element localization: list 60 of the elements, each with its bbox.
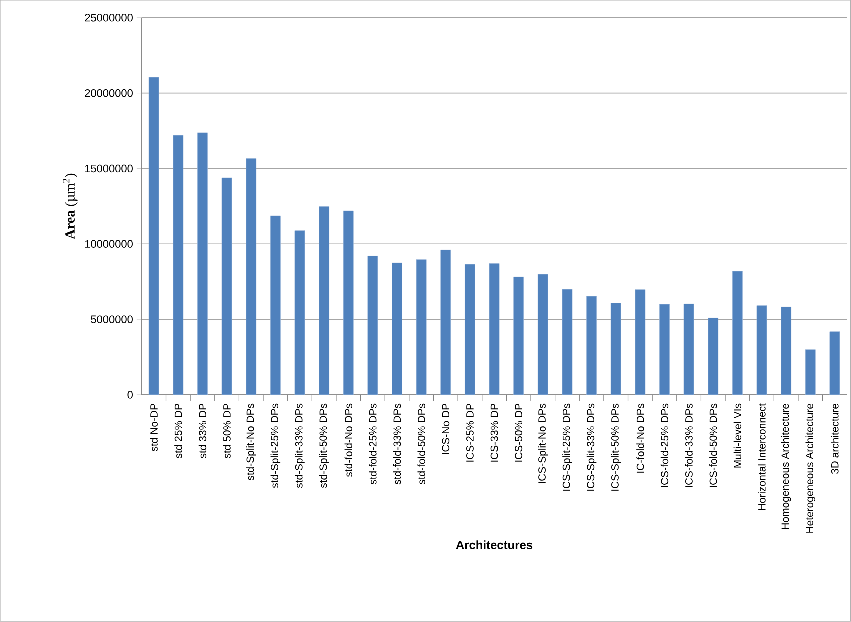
bar: [319, 206, 330, 396]
bar: [732, 271, 743, 396]
bar: [708, 318, 719, 396]
x-tick-label: std-Split-50% DPs: [319, 404, 330, 488]
bar: [514, 277, 524, 396]
bar: [173, 135, 184, 396]
x-tick-label: ICS-fold-33% DPs: [685, 404, 693, 488]
y-axis-title: Area (µm$^{2}$): [63, 174, 78, 240]
x-tick-label: std-fold-50% DPs: [418, 404, 426, 485]
x-tick-label: std-Split-33% DPs: [295, 404, 305, 488]
bar: [270, 216, 281, 396]
x-tick-label: ICS-fold-25% DPs: [660, 404, 669, 488]
x-tick-label: 3D architecture: [831, 404, 839, 474]
x-tick-label: ICS-25% DP: [466, 404, 474, 462]
x-tick-label: IC-fold-No DPs: [636, 404, 644, 473]
x-tick-label: ICS-Split-25% DPs: [562, 404, 572, 491]
bar: [222, 178, 232, 396]
x-tick-label: std-Split-25% DPs: [270, 404, 281, 488]
x-tick-label: std-Split-No DPs: [246, 404, 256, 481]
bar: [148, 77, 160, 396]
bar: [465, 264, 476, 396]
bar: [246, 158, 257, 396]
bar: [610, 303, 622, 396]
bar: [416, 260, 427, 396]
bar: [343, 210, 354, 396]
y-tick-label: 10000000: [85, 240, 133, 248]
bar: [635, 290, 646, 396]
x-tick-label: ICS-Split-No DPs: [538, 404, 548, 484]
x-tick-label: Horizontal Interconnect: [758, 404, 766, 510]
x-axis-title: Architectures: [456, 540, 533, 550]
x-tick-label: ICS-fold-50% DPs: [710, 404, 718, 488]
bar: [660, 304, 670, 396]
x-tick-label: Heterogeneous Architecture: [806, 404, 816, 533]
bar: [586, 296, 597, 396]
x-tick-label: std 25% DP: [174, 404, 182, 458]
x-tick-label: ICS-Split-50% DPs: [611, 404, 621, 491]
y-tick-label: 15000000: [85, 164, 133, 173]
bar: [781, 307, 792, 396]
y-tick-label: 25000000: [85, 14, 133, 22]
bar: [392, 262, 402, 396]
x-tick-label: ICS-Split-33% DPs: [586, 404, 597, 491]
y-tick-label: 0: [128, 391, 133, 399]
x-tick-label: std-fold-No DPs: [344, 404, 352, 478]
bar: [294, 230, 306, 396]
bar: [805, 350, 816, 396]
bar: [198, 132, 208, 396]
x-tick-label: std-fold-33% DPs: [393, 404, 402, 485]
x-tick-label: ICS-50% DP: [515, 404, 523, 462]
x-tick-label: ICS-No DP: [442, 404, 450, 454]
bar: [538, 274, 548, 396]
y-tick-label: 20000000: [85, 89, 133, 98]
y-tick-label: 5000000: [91, 316, 133, 324]
x-tick-label: Multi-level VIs: [734, 404, 742, 468]
x-tick-label: std-fold-25% DPs: [369, 404, 377, 485]
bar: [440, 250, 452, 396]
x-tick-label: ICS-33% DP: [490, 404, 498, 462]
x-tick-label: Homogeneous Architecture: [781, 404, 792, 530]
x-tick-label: std No-DP: [150, 404, 158, 452]
x-tick-label: std 50% DP: [223, 404, 231, 458]
x-tick-label: std 33% DP: [198, 404, 207, 458]
